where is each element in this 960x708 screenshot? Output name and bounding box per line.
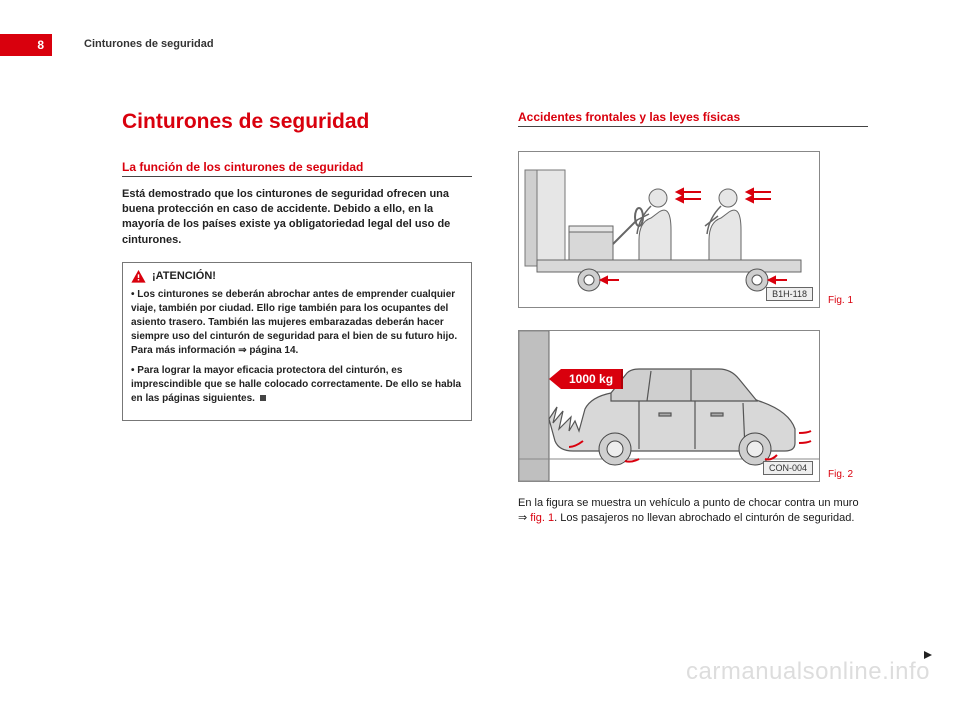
figure-1-reference-link[interactable]: fig. 1 <box>530 512 554 524</box>
left-column: Cinturones de seguridad La función de lo… <box>122 110 472 670</box>
figure-2: 1000 kg CON-004 <box>518 330 820 482</box>
page-number-tab: 8 <box>0 34 52 56</box>
warning-triangle-icon <box>131 270 146 283</box>
page-number: 8 <box>37 38 44 52</box>
divider <box>122 176 472 177</box>
section-title-accidentes: Accidentes frontales y las leyes físicas <box>518 110 868 124</box>
watermark: carmanualsonline.info <box>686 658 930 686</box>
warning-title-text: ¡ATENCIÓN! <box>152 269 216 284</box>
figure-2-label: Fig. 2 <box>828 469 853 480</box>
warning-paragraph-2: • Para lograr la mayor eficacia protecto… <box>131 364 463 406</box>
warning-title-row: ¡ATENCIÓN! <box>131 269 463 284</box>
impact-force-value: 1000 kg <box>561 369 623 389</box>
figure-1-illustration <box>519 152 819 307</box>
impact-force-badge: 1000 kg <box>549 369 623 389</box>
figure-1: B1H-118 <box>518 151 820 308</box>
figure-2-code: CON-004 <box>763 461 813 475</box>
section-title-funcion: La función de los cinturones de segurida… <box>122 160 472 174</box>
figure-2-illustration <box>519 331 819 481</box>
body-after-figures-post: . Los pasajeros no llevan abrochado el c… <box>554 512 854 524</box>
warning-paragraph-2-text: • Para lograr la mayor eficacia protecto… <box>131 365 461 404</box>
lead-paragraph: Está demostrado que los cinturones de se… <box>122 187 472 248</box>
right-column: Accidentes frontales y las leyes físicas <box>518 110 868 670</box>
chapter-title: Cinturones de seguridad <box>122 110 472 134</box>
running-head: Cinturones de seguridad <box>84 38 214 50</box>
arrow-left-icon <box>549 369 561 389</box>
figure-1-code: B1H-118 <box>766 287 813 301</box>
figure-1-label: Fig. 1 <box>828 295 853 306</box>
warning-paragraph-1: • Los cinturones se deberán abrochar ant… <box>131 288 463 358</box>
end-of-warning-icon <box>260 395 266 401</box>
body-after-figures: En la figura se muestra un vehículo a pu… <box>518 496 868 527</box>
content-columns: Cinturones de seguridad La función de lo… <box>122 110 902 670</box>
divider <box>518 126 868 127</box>
warning-box: ¡ATENCIÓN! • Los cinturones se deberán a… <box>122 262 472 421</box>
